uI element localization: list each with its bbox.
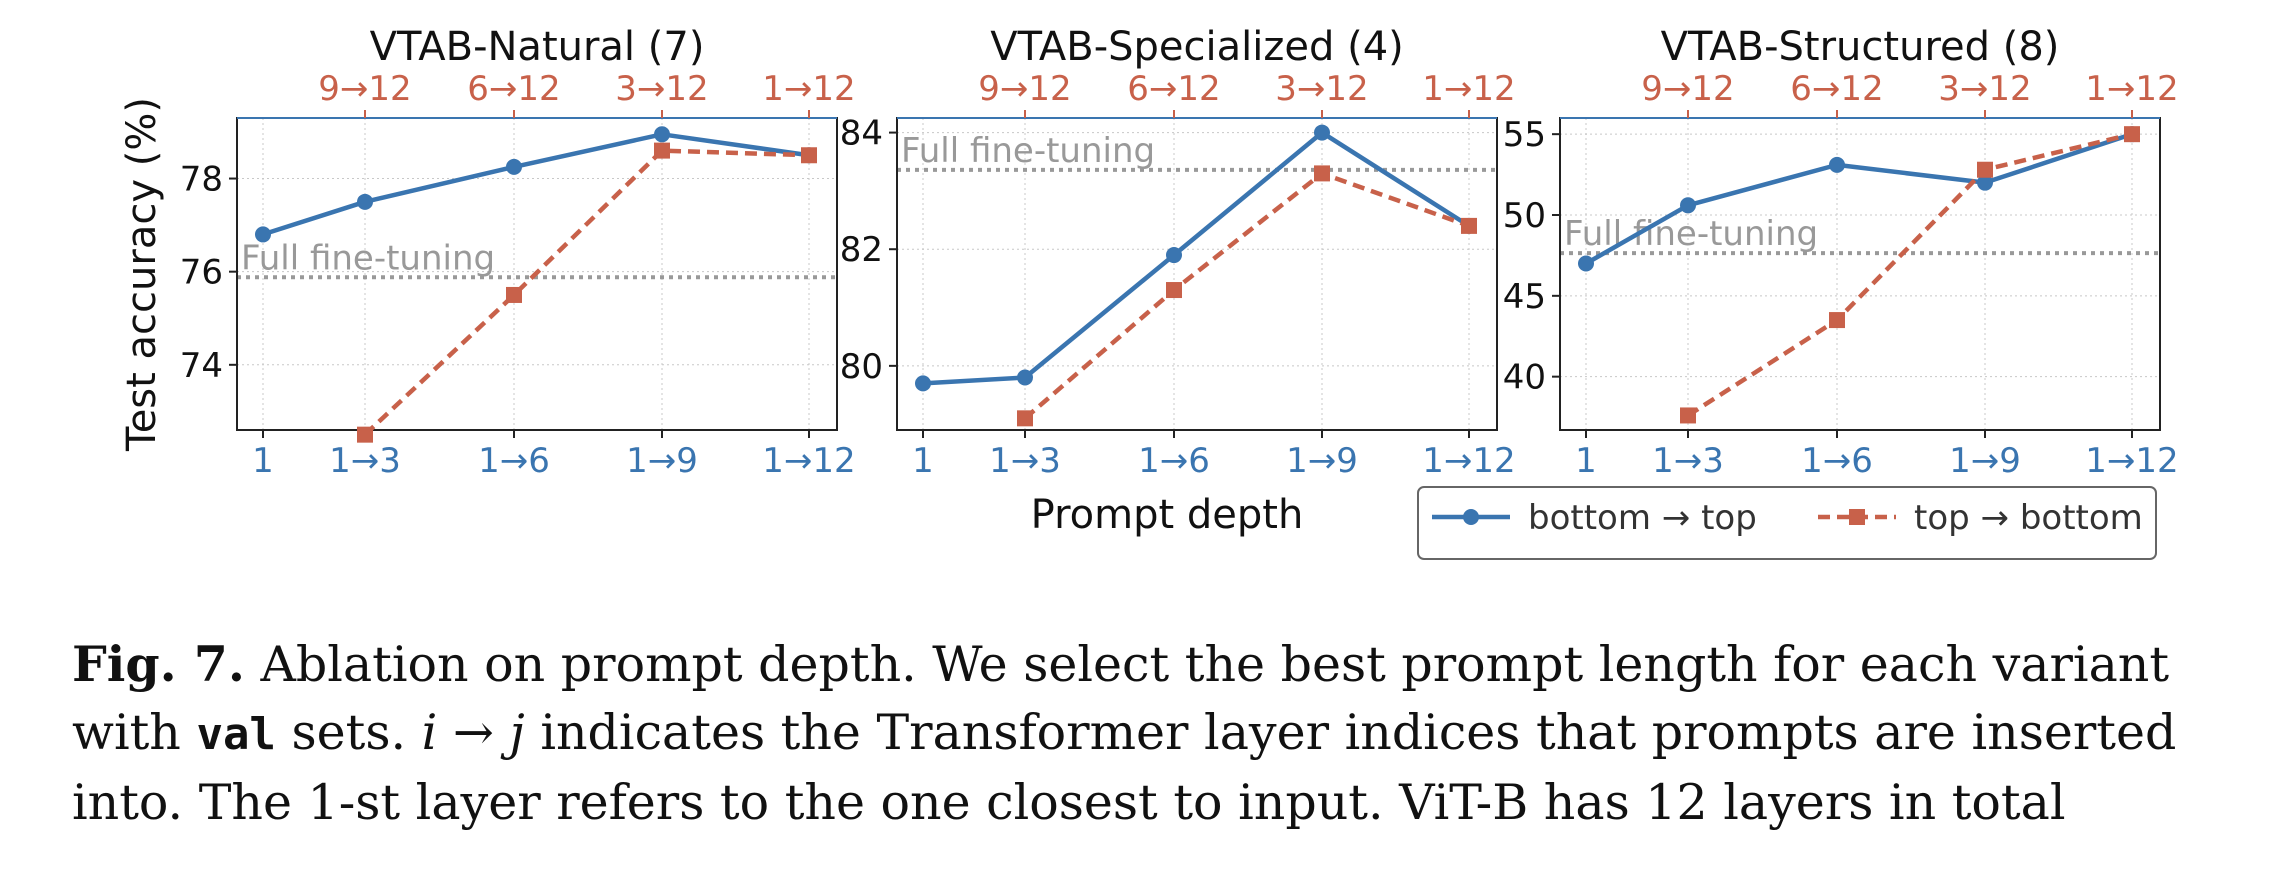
data-point-bottom-top [1017,369,1033,386]
x-tick-label-top: 3→12 [615,69,708,109]
legend-box [1417,486,2157,560]
data-point-top-bottom [2124,126,2140,143]
legend-label-top-bottom: top → bottom [1914,498,2143,538]
data-point-bottom-top [1829,156,1845,173]
caption-line2-a: with [72,704,197,761]
x-tick-label-top: 6→12 [1127,69,1220,109]
x-tick-label-bottom: 1 [912,441,934,481]
caption-fig-label: Fig. 7. [72,635,245,693]
full-finetuning-label: Full fine-tuning [1564,214,1818,254]
x-tick-label-top: 3→12 [1275,69,1368,109]
caption-line-3: into. The 1-st layer refers to the one c… [72,774,2066,831]
data-point-top-bottom [1017,410,1033,427]
data-point-top-bottom [654,142,670,159]
x-tick-label-bottom: 1→9 [626,441,698,481]
data-point-top-bottom [357,426,373,443]
series-line-top-bottom [363,148,810,437]
data-point-bottom-top [506,158,522,175]
y-tick-label: 78 [180,160,223,200]
x-tick-label-top: 6→12 [1790,69,1883,109]
data-point-bottom-top [915,375,931,392]
series-line-bottom-top [262,132,810,237]
caption-var-i: i [421,704,438,761]
caption-line2-b: sets. [275,704,422,761]
data-point-top-bottom [1166,282,1182,299]
y-tick-label: 55 [1503,115,1546,155]
figure-canvas: Full fine-tuning 74 76 78 1 1→3 1→6 1→9 1→12 9→12… [119,24,2179,560]
x-tick-label-bottom: 1→3 [329,441,401,481]
y-axis-label: Test accuracy (%) [119,97,165,452]
series-line-top-bottom [1023,171,1470,421]
caption-line2-c: indicates the Transformer layer indices … [524,704,2177,761]
x-tick-label-bottom: 1 [1575,441,1597,481]
x-tick-label-top: 1→12 [1422,69,1515,109]
data-point-top-bottom [801,147,817,164]
x-tick-label-bottom: 1→6 [478,441,550,481]
data-point-top-bottom [1461,217,1477,234]
x-axis-label: Prompt depth [1031,492,1304,538]
data-point-top-bottom [1829,312,1845,329]
legend-label-bottom-top: bottom → top [1528,498,1757,538]
series-line-top-bottom [1686,131,2133,418]
x-tick-label-bottom: 1 [252,441,274,481]
x-tick-label-top: 3→12 [1938,69,2031,109]
x-tick-label-top: 1→12 [2085,69,2178,109]
x-tick-label-top: 9→12 [978,69,1071,109]
x-tick-label-bottom: 1→9 [1949,441,2021,481]
legend-marker-top-bottom [1849,509,1865,525]
x-tick-label-bottom: 1→12 [762,441,855,481]
caption-arrow: → [437,704,510,761]
legend-marker-bottom-top [1463,509,1479,525]
y-tick-label: 76 [180,253,223,293]
y-tick-label: 84 [840,114,883,154]
x-tick-label-bottom: 1→6 [1138,441,1210,481]
x-tick-label-top: 1→12 [762,69,855,109]
plot-frame [1559,117,2161,431]
x-tick-label-top: 9→12 [1641,69,1734,109]
x-tick-label-bottom: 1→12 [2085,441,2178,481]
data-point-bottom-top [654,126,670,143]
data-point-bottom-top [1680,197,1696,214]
caption-line-2: with val sets. i → j indicates the Trans… [72,699,2232,769]
y-tick-label: 50 [1503,196,1546,236]
caption-var-j: j [509,704,525,761]
x-tick-label-bottom: 1→9 [1286,441,1358,481]
x-tick-label-bottom: 1→3 [989,441,1061,481]
data-point-top-bottom [1680,407,1696,424]
caption-line1-text: Ablation on prompt depth. We select the … [244,636,2170,693]
data-point-bottom-top [255,226,271,243]
data-point-bottom-top [1578,255,1594,272]
x-tick-label-bottom: 1→6 [1801,441,1873,481]
y-tick-label: 82 [840,230,883,270]
data-point-top-bottom [506,286,522,303]
x-tick-label-top: 9→12 [318,69,411,109]
data-point-bottom-top [1314,124,1330,141]
full-finetuning-label: Full fine-tuning [241,238,495,278]
y-tick-label: 45 [1503,277,1546,317]
caption-code-val: val [196,709,276,760]
data-point-top-bottom [1977,161,1993,178]
figure-caption: Fig. 7. Ablation on prompt depth. We sel… [72,630,2232,837]
y-tick-label: 80 [840,347,883,387]
y-tick-label: 40 [1503,358,1546,398]
panel-title: VTAB-Specialized (4) [990,24,1404,70]
panel-title: VTAB-Natural (7) [370,24,705,70]
data-point-bottom-top [1977,174,1993,191]
data-point-top-bottom [1314,165,1330,182]
x-tick-label-top: 6→12 [467,69,560,109]
y-tick-label: 74 [180,346,223,386]
x-tick-label-bottom: 1→12 [1422,441,1515,481]
data-point-bottom-top [357,193,373,210]
caption-line-1: Fig. 7. Ablation on prompt depth. We sel… [72,630,2232,699]
data-point-bottom-top [1166,247,1182,264]
x-tick-label-bottom: 1→3 [1652,441,1724,481]
full-finetuning-label: Full fine-tuning [901,131,1155,171]
panel-title: VTAB-Structured (8) [1661,24,2060,70]
